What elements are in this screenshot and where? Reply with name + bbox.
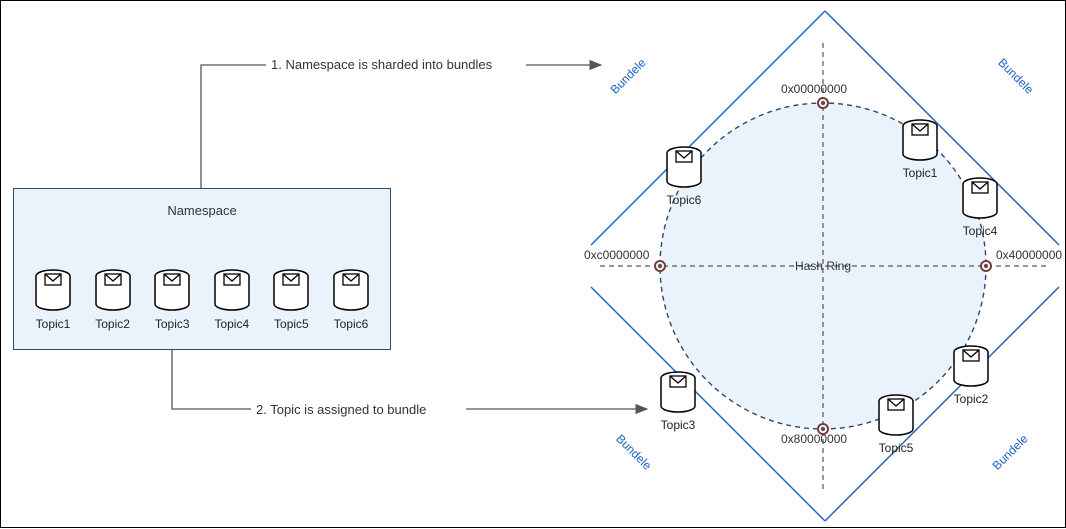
bundle-label: Bundele (608, 55, 649, 96)
bundle-label: Bundele (995, 56, 1036, 97)
ring-topic: Topic3 (661, 372, 696, 432)
diagram-canvas: Namespace Topic1 Topic2 Topic3 Topic4 To (0, 0, 1066, 528)
hash-point-label: 0x80000000 (781, 432, 847, 446)
ring-topic: Topic1 (903, 120, 938, 180)
hash-point-label: 0x40000000 (996, 248, 1062, 262)
arrow-label-top: 1. Namespace is sharded into bundles (271, 57, 492, 72)
ring-topic-label: Topic1 (903, 166, 938, 180)
ring-topic: Topic5 (879, 395, 914, 455)
bundle-label: Bundele (990, 431, 1031, 472)
hash-point-label: 0x00000000 (781, 82, 847, 96)
hash-point-label: 0xc0000000 (584, 248, 650, 262)
ring-topic-label: Topic5 (879, 441, 914, 455)
ring-topic: Topic6 (667, 147, 702, 207)
ring-topic: Topic2 (954, 346, 989, 406)
ring-topic: Topic4 (963, 178, 998, 238)
bundle-label: Bundele (613, 432, 654, 473)
arrow-label-bottom: 2. Topic is assigned to bundle (256, 402, 426, 417)
ring-topic-label: Topic2 (954, 392, 989, 406)
ring-topic-label: Topic6 (667, 193, 702, 207)
ring-topic-label: Topic3 (661, 418, 696, 432)
ring-topic-label: Topic4 (963, 224, 998, 238)
diagram-overlay: Bundele Bundele Bundele Bundele Hash Ring 0x0… (1, 1, 1066, 529)
hash-ring-label: Hash Ring (795, 259, 851, 273)
